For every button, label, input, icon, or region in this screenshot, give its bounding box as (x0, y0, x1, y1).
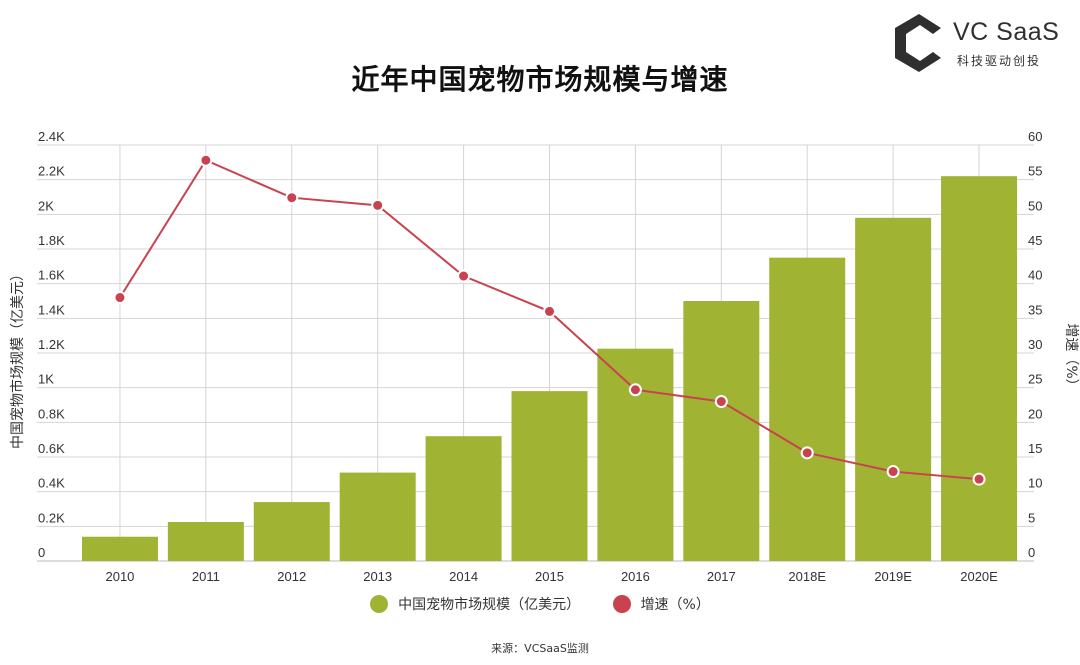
x-tick-label: 2011 (192, 569, 220, 584)
bar-2015 (511, 391, 588, 561)
x-axis-ticks: 2010 2011 2012 2013 2014 2015 2016 2017 2018E 201… (105, 569, 998, 584)
bar-2020E (941, 176, 1018, 561)
y-tick-label: 2K (38, 198, 54, 213)
y-tick-label: 0.2K (38, 510, 65, 525)
x-tick-label: 2015 (535, 569, 564, 584)
vc-saas-logo: VC SaaS 科技驱动创投 (893, 12, 1063, 74)
logo-tagline: 科技驱动创投 (957, 54, 1042, 68)
source-note: 来源：VCSaaS监测 (491, 642, 589, 655)
legend-swatch-bar (370, 595, 389, 613)
y2-tick-label: 35 (1028, 302, 1042, 317)
x-tick-label: 2010 (105, 569, 134, 584)
legend-item-growth-rate: 增速（%） (612, 594, 710, 614)
y2-tick-label: 45 (1028, 233, 1042, 248)
x-tick-label: 2017 (707, 569, 736, 584)
bar-2017 (683, 301, 760, 561)
y-tick-label: 0.6K (38, 441, 65, 456)
right-axis-ticks: 0 5 10 15 20 25 30 35 40 45 50 55 60 (1028, 129, 1042, 560)
y-tick-label: 0.4K (38, 476, 65, 491)
y-tick-label: 0 (38, 545, 45, 560)
left-axis-ticks: 0 0.2K 0.4K 0.6K 0.8K 1K 1.2K 1.4K 1.6K 1.8K 2K 2.2… (38, 129, 65, 560)
x-tick-label: 2013 (363, 569, 392, 584)
left-axis-label: 中国宠物市场规模（亿美元） (9, 267, 26, 449)
point-2017 (714, 395, 728, 409)
legend: 中国宠物市场规模（亿美元） 增速（%） (0, 594, 1080, 614)
y-tick-label: 2.2K (38, 164, 65, 179)
y2-tick-label: 10 (1028, 476, 1042, 491)
bar-2016 (597, 348, 674, 561)
line-series (113, 153, 986, 486)
y-tick-label: 0.8K (38, 406, 65, 421)
x-tick-label: 2018E (788, 569, 826, 584)
point-2012 (285, 191, 299, 205)
bar-series (81, 176, 1018, 562)
point-2014 (457, 269, 471, 283)
y2-tick-label: 15 (1028, 441, 1042, 456)
y2-tick-label: 50 (1028, 198, 1042, 213)
logo-mark-icon (895, 14, 941, 72)
bar-2012 (253, 502, 330, 561)
x-tick-label: 2020E (960, 569, 998, 584)
bar-2018E (769, 257, 846, 561)
point-2018E (800, 446, 814, 460)
x-tick-label: 2012 (277, 569, 306, 584)
legend-swatch-line (612, 595, 631, 613)
legend-label-market-size: 中国宠物市场规模（亿美元） (398, 597, 581, 613)
y-tick-label: 1.8K (38, 233, 65, 248)
bar-2011 (167, 522, 244, 561)
y-tick-label: 1.2K (38, 337, 65, 352)
point-2011 (199, 153, 213, 167)
point-2013 (371, 198, 385, 212)
legend-label-growth-rate: 增速（%） (640, 597, 710, 613)
y2-tick-label: 60 (1028, 129, 1042, 144)
y-tick-label: 1.4K (38, 302, 65, 317)
point-2019E (886, 465, 900, 479)
y2-tick-label: 5 (1028, 510, 1035, 525)
y2-tick-label: 40 (1028, 268, 1042, 283)
point-2010 (113, 291, 127, 305)
bar-2014 (425, 436, 502, 561)
point-2020E (972, 472, 986, 486)
x-tick-label: 2016 (621, 569, 650, 584)
y-tick-label: 1.6K (38, 268, 65, 283)
x-tick-label: 2014 (449, 569, 478, 584)
y2-tick-label: 55 (1028, 164, 1042, 179)
y-tick-label: 1K (38, 372, 54, 387)
logo-name: VC SaaS (953, 18, 1060, 46)
chart-title: 近年中国宠物市场规模与增速 (351, 63, 729, 96)
y2-tick-label: 25 (1028, 372, 1042, 387)
y-tick-label: 2.4K (38, 129, 65, 144)
x-tick-label: 2019E (874, 569, 912, 584)
legend-item-market-size: 中国宠物市场规模（亿美元） (370, 594, 580, 614)
y2-tick-label: 30 (1028, 337, 1042, 352)
right-axis-label: 增速（%） (1063, 323, 1079, 392)
y2-tick-label: 20 (1028, 406, 1042, 421)
bar-2010 (81, 536, 158, 561)
point-2016 (628, 383, 642, 397)
point-2015 (543, 304, 556, 318)
bar-2013 (339, 472, 416, 561)
bar-2019E (855, 217, 932, 562)
y2-tick-label: 0 (1028, 545, 1035, 560)
